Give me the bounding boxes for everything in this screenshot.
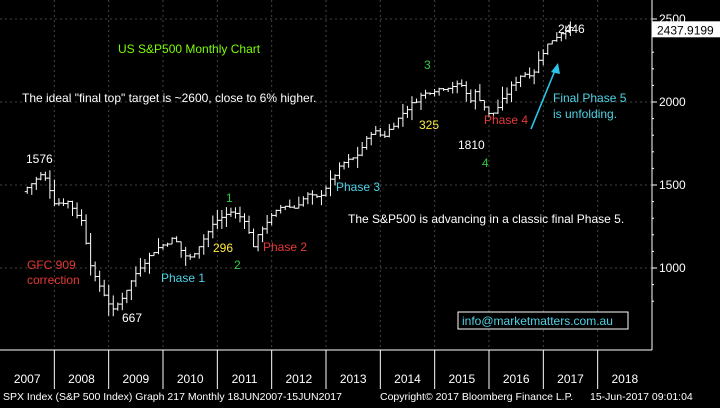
label-1576: 1576 (26, 152, 53, 166)
label-phase-5-line1: Final Phase 5 (553, 91, 627, 105)
label-wave-4: 4 (482, 156, 489, 170)
label-wave-3: 3 (424, 58, 431, 72)
x-tick-label: 2011 (232, 372, 258, 386)
x-tick-label: 2012 (285, 372, 312, 386)
contact-email: info@marketmatters.com.au (462, 314, 613, 328)
x-tick-label: 2015 (448, 372, 475, 386)
chart-title: US S&P500 Monthly Chart (118, 42, 261, 56)
footer-copyright: Copyright© 2017 Bloomberg Finance L.P. (380, 391, 573, 403)
last-price-label: 2437.9199 (657, 23, 714, 37)
label-2446: 2446 (558, 22, 585, 36)
arrow-head (551, 63, 560, 74)
label-296: 296 (213, 241, 233, 255)
arrow-shaft (530, 67, 557, 130)
label-phase-3: Phase 3 (336, 180, 380, 194)
last-price-box (652, 21, 720, 38)
label-wave-2: 2 (234, 258, 241, 272)
label-667: 667 (122, 311, 142, 325)
x-tick-label: 2009 (122, 372, 149, 386)
label-correction: correction (27, 273, 80, 287)
x-tick-label: 2017 (557, 372, 584, 386)
x-tick-label: 2007 (14, 372, 41, 386)
label-phase-1: Phase 1 (161, 271, 205, 285)
x-tick-label: 2010 (177, 372, 204, 386)
x-tick-label: 2016 (503, 372, 530, 386)
footer-timestamp: 15-Jun-2017 09:01:04 (590, 391, 693, 403)
phase5-arrow (530, 63, 560, 130)
ohlc-series (24, 21, 573, 317)
label-phase-2: Phase 2 (263, 240, 307, 254)
contact-box (457, 311, 629, 330)
x-tick-label: 2013 (340, 372, 367, 386)
label-phase-5-line2: is unfolding. (553, 107, 617, 121)
label-325: 325 (419, 118, 439, 132)
label-gfc: GFC 909 (27, 258, 76, 272)
y-tick-label: 1500 (659, 178, 686, 192)
y-tick-label: 1000 (659, 261, 686, 275)
label-1810: 1810 (458, 138, 485, 152)
ohlc-bar (567, 21, 573, 36)
target-note: The ideal "final top" target is ~2600, c… (22, 91, 316, 105)
x-tick-label: 2008 (68, 372, 95, 386)
label-wave-1: 1 (226, 191, 233, 205)
y-tick-label: 2000 (659, 95, 686, 109)
last-price-marker: 2437.9199 (652, 21, 720, 38)
footer-series-info: SPX Index (S&P 500 Index) Graph 217 Mont… (3, 391, 342, 403)
grid-lines (0, 0, 652, 350)
x-tick-label: 2018 (611, 372, 638, 386)
x-axis: 2007 2008 2009 2010 2011 2012 2013 2014 2015 2016… (0, 349, 652, 389)
phase5-note: The S&P500 is advancing in a classic fin… (348, 212, 624, 226)
label-phase-4: Phase 4 (484, 113, 528, 127)
x-tick-label: 2014 (394, 372, 421, 386)
footer-bar (0, 389, 720, 403)
